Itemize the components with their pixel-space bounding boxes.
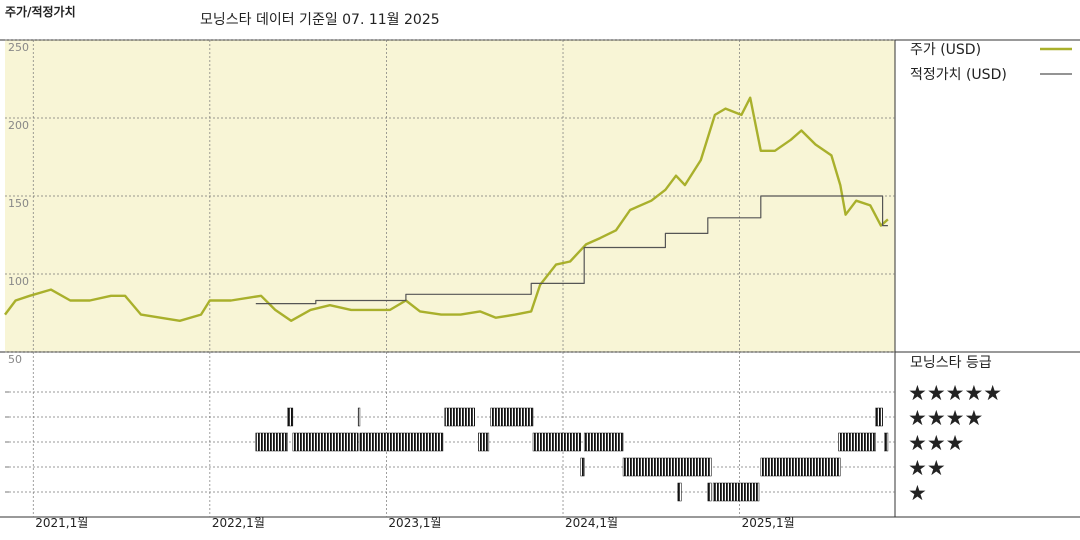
- rating-bar: [760, 457, 841, 477]
- rating-bar: [532, 432, 581, 452]
- rating-bar: [580, 457, 585, 477]
- y-tick-label: 100: [8, 275, 29, 288]
- y-tick-label: 250: [8, 41, 29, 54]
- subtitle: 모닝스타 데이터 기준일 07. 11월 2025: [200, 12, 440, 28]
- rating-bar: [622, 457, 712, 477]
- y-tick-label: 150: [8, 197, 29, 210]
- rating-bar: [359, 432, 444, 452]
- x-tick-label: 2024,1월: [565, 516, 618, 530]
- series-line: [255, 195, 888, 305]
- rating-bar: [583, 432, 624, 452]
- rating-bar: [677, 482, 682, 502]
- x-tick-label: 2021,1월: [35, 516, 88, 530]
- y-tick-label: 50: [8, 353, 22, 366]
- rating-label: ★★★: [908, 431, 964, 455]
- rating-title: 모닝스타 등급: [910, 355, 992, 371]
- rating-label: ★★: [908, 456, 946, 480]
- rating-bar: [490, 407, 534, 427]
- rating-bar: [838, 432, 876, 452]
- rating-bar: [287, 407, 294, 427]
- x-tick-label: 2022,1월: [212, 516, 265, 530]
- rating-bar: [875, 407, 883, 427]
- rating-bar: [292, 432, 359, 452]
- x-tick-label: 2023,1월: [388, 516, 441, 530]
- rating-bar: [707, 482, 712, 502]
- rating-bar: [478, 432, 490, 452]
- rating-label: ★: [908, 481, 927, 505]
- rating-bar: [884, 432, 889, 452]
- rating-bar: [255, 432, 288, 452]
- rating-bar: [712, 482, 760, 502]
- series-line: [4, 96, 889, 322]
- rating-label: ★★★★: [908, 406, 983, 430]
- rating-bar: [357, 407, 361, 427]
- page-title: 주가/적정가치: [5, 4, 76, 19]
- legend-label: 주가 (USD): [910, 42, 981, 58]
- rating-bar: [444, 407, 475, 427]
- legend-label: 적정가치 (USD): [910, 67, 1007, 83]
- rating-label: ★★★★★: [908, 381, 1002, 405]
- x-tick-label: 2025,1월: [742, 516, 795, 530]
- y-tick-label: 200: [8, 119, 29, 132]
